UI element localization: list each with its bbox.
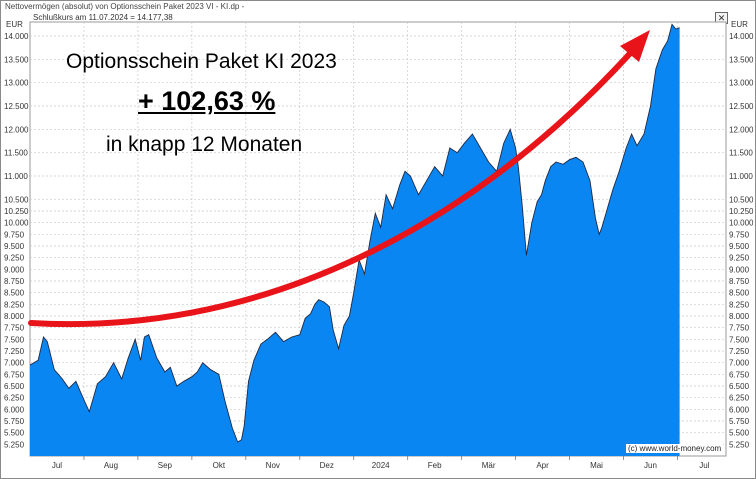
y-tick-label-right: 7.750 — [729, 324, 750, 333]
y-tick-label-right: 11.000 — [729, 172, 753, 181]
y-unit-left: EUR — [6, 20, 23, 29]
y-tick-label-left: 6.000 — [4, 405, 25, 414]
series-area — [30, 24, 680, 457]
window-title: Nettovermögen (absolut) von Optionsschei… — [5, 2, 245, 11]
y-tick-label-left: 12.000 — [4, 125, 29, 134]
y-tick-label-right: 13.500 — [729, 55, 754, 64]
y-tick-label-right: 9.000 — [729, 265, 750, 274]
y-tick-label-left: 14.000 — [4, 32, 29, 41]
y-tick-label-left: 7.000 — [4, 359, 25, 368]
y-tick-label-right: 14.000 — [729, 32, 754, 41]
x-tick-label: Apr — [536, 461, 549, 470]
y-tick-label-left: 9.500 — [4, 242, 25, 251]
y-tick-label-right: 9.750 — [729, 230, 750, 239]
y-tick-label-left: 8.750 — [4, 277, 25, 286]
y-tick-label-left: 9.000 — [4, 265, 25, 274]
x-tick-label: Jul — [699, 461, 709, 470]
annotation-percent: + 102,63 % — [138, 86, 276, 116]
y-tick-label-left: 7.750 — [4, 324, 25, 333]
x-tick-label: Mai — [590, 461, 603, 470]
y-tick-label-left: 10.000 — [4, 219, 29, 228]
y-tick-label-right: 10.500 — [729, 195, 754, 204]
y-tick-label-right: 11.500 — [729, 149, 753, 158]
x-tick-label: Nov — [266, 461, 280, 470]
y-tick-label-right: 5.500 — [729, 429, 750, 438]
y-tick-label-left: 10.500 — [4, 195, 29, 204]
copyright-credit: (c) www.world-money.com — [626, 444, 724, 453]
y-tick-label-right: 6.250 — [729, 394, 750, 403]
y-tick-label-right: 7.000 — [729, 359, 750, 368]
y-tick-label-right: 6.000 — [729, 405, 750, 414]
y-tick-label-right: 10.000 — [729, 219, 754, 228]
y-tick-label-left: 6.500 — [4, 382, 25, 391]
y-tick-label-right: 6.750 — [729, 370, 750, 379]
y-tick-label-right: 8.750 — [729, 277, 750, 286]
y-tick-label-right: 7.500 — [729, 335, 750, 344]
y-tick-label-left: 11.500 — [4, 149, 28, 158]
x-tick-label: Jul — [52, 461, 62, 470]
y-tick-label-right: 6.500 — [729, 382, 750, 391]
y-tick-label-left: 8.000 — [4, 312, 25, 321]
y-unit-right: EUR — [731, 20, 748, 29]
chart-subtitle: Schlußkurs am 11.07.2024 = 14.177,38 — [33, 13, 173, 22]
x-tick-label: Okt — [213, 461, 226, 470]
y-tick-label-left: 6.750 — [4, 370, 25, 379]
x-tick-label: Dez — [320, 461, 334, 470]
y-tick-label-right: 7.250 — [729, 347, 750, 356]
y-tick-label-left: 9.250 — [4, 254, 25, 263]
y-tick-label-left: 12.500 — [4, 102, 29, 111]
y-tick-label-right: 12.000 — [729, 125, 754, 134]
y-tick-label-left: 10.250 — [4, 207, 29, 216]
y-tick-label-left: 6.250 — [4, 394, 25, 403]
y-tick-label-right: 10.250 — [729, 207, 754, 216]
y-tick-label-left: 5.500 — [4, 429, 25, 438]
y-tick-label-right: 12.500 — [729, 102, 754, 111]
x-tick-label: Aug — [104, 461, 118, 470]
annotation-subtitle: in knapp 12 Monaten — [106, 133, 303, 156]
y-tick-label-right: 13.000 — [729, 79, 754, 88]
y-tick-label-left: 7.250 — [4, 347, 25, 356]
y-tick-label-left: 13.000 — [4, 79, 29, 88]
y-tick-label-right: 8.500 — [729, 289, 750, 298]
annotation-title: Optionsschein Paket KI 2023 — [66, 50, 337, 73]
x-tick-label: Sep — [158, 461, 173, 470]
y-tick-label-left: 8.500 — [4, 289, 25, 298]
y-tick-label-left: 13.500 — [4, 55, 29, 64]
y-tick-label-left: 5.250 — [4, 440, 25, 449]
trend-arrow-shaft — [28, 45, 638, 327]
y-tick-label-right: 8.250 — [729, 300, 750, 309]
y-tick-label-left: 5.750 — [4, 417, 25, 426]
y-tick-label-right: 9.250 — [729, 254, 750, 263]
y-tick-label-right: 5.250 — [729, 440, 750, 449]
trend-arrow-head — [620, 30, 650, 62]
y-tick-label-left: 7.500 — [4, 335, 25, 344]
y-tick-label-left: 11.000 — [4, 172, 28, 181]
y-tick-label-right: 8.000 — [729, 312, 750, 321]
y-tick-label-left: 8.250 — [4, 300, 25, 309]
x-tick-label: 2024 — [372, 461, 390, 470]
x-tick-label: Feb — [428, 461, 442, 470]
close-icon[interactable]: ✕ — [715, 12, 728, 24]
x-tick-label: Mär — [482, 461, 496, 470]
y-tick-label-left: 9.750 — [4, 230, 25, 239]
y-tick-label-right: 9.500 — [729, 242, 750, 251]
y-tick-label-right: 5.750 — [729, 417, 750, 426]
x-tick-label: Jun — [644, 461, 657, 470]
series-line — [29, 23, 680, 443]
